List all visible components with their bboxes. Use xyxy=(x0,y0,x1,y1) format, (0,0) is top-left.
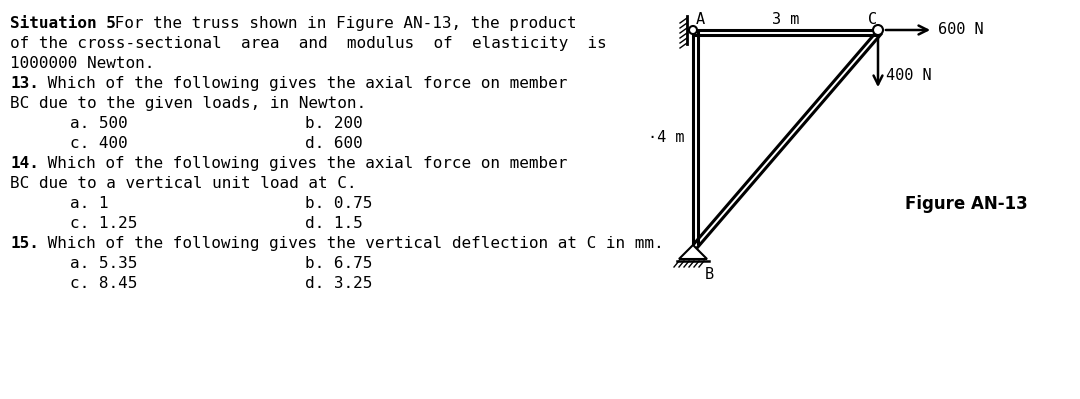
Text: b. 6.75: b. 6.75 xyxy=(305,256,373,271)
Text: a. 5.35: a. 5.35 xyxy=(70,256,137,271)
Text: 13.: 13. xyxy=(10,76,39,91)
Text: Which of the following gives the vertical deflection at C in mm.: Which of the following gives the vertica… xyxy=(38,236,663,251)
Text: b. 200: b. 200 xyxy=(305,116,363,131)
Text: d. 600: d. 600 xyxy=(305,136,363,151)
Text: Which of the following gives the axial force on member: Which of the following gives the axial f… xyxy=(38,76,567,91)
Text: d. 3.25: d. 3.25 xyxy=(305,276,373,291)
Text: 14.: 14. xyxy=(10,156,39,171)
Text: 15.: 15. xyxy=(10,236,39,251)
Text: c. 400: c. 400 xyxy=(70,136,127,151)
Text: 600 N: 600 N xyxy=(939,22,984,38)
Text: d. 1.5: d. 1.5 xyxy=(305,216,363,231)
Text: Figure AN-13: Figure AN-13 xyxy=(905,195,1028,213)
Text: b. 0.75: b. 0.75 xyxy=(305,196,373,211)
Text: a. 1: a. 1 xyxy=(70,196,108,211)
Text: BC due to a vertical unit load at C.: BC due to a vertical unit load at C. xyxy=(10,176,356,191)
Circle shape xyxy=(689,26,697,34)
Text: c. 8.45: c. 8.45 xyxy=(70,276,137,291)
Text: a. 500: a. 500 xyxy=(70,116,127,131)
Text: C: C xyxy=(868,12,878,27)
Text: Which of the following gives the axial force on member: Which of the following gives the axial f… xyxy=(38,156,567,171)
Polygon shape xyxy=(679,245,707,259)
Text: B: B xyxy=(705,267,714,282)
Text: Situation 5: Situation 5 xyxy=(10,16,116,31)
Text: 3 m: 3 m xyxy=(772,12,799,27)
Text: 400 N: 400 N xyxy=(886,67,932,83)
Text: A: A xyxy=(696,12,705,27)
Circle shape xyxy=(873,25,883,35)
Text: 1000000 Newton.: 1000000 Newton. xyxy=(10,56,154,71)
Text: ·4 m: ·4 m xyxy=(648,130,685,145)
Text: c. 1.25: c. 1.25 xyxy=(70,216,137,231)
Text: BC due to the given loads, in Newton.: BC due to the given loads, in Newton. xyxy=(10,96,366,111)
Text: of the cross-sectional  area  and  modulus  of  elasticity  is: of the cross-sectional area and modulus … xyxy=(10,36,607,51)
Text: For the truss shown in Figure AN-13, the product: For the truss shown in Figure AN-13, the… xyxy=(105,16,577,31)
